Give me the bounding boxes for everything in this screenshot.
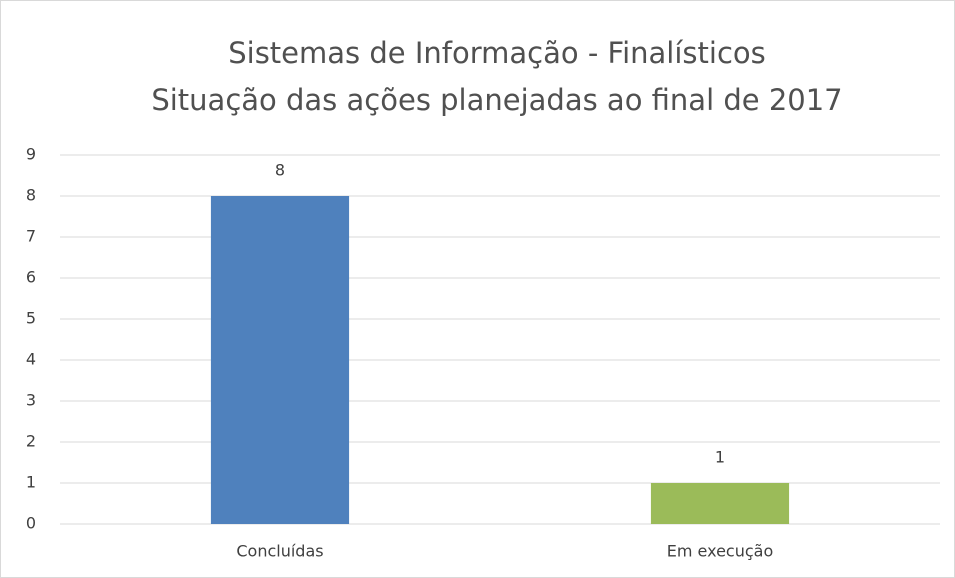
- y-tick-label: 7: [26, 227, 36, 246]
- y-tick-label: 2: [26, 432, 36, 451]
- y-tick-label: 9: [26, 145, 36, 164]
- x-tick-label: Em execução: [667, 542, 774, 561]
- y-tick-label: 0: [26, 514, 36, 533]
- bar: [650, 483, 790, 524]
- chart-subtitle: Situação das ações planejadas ao final d…: [151, 83, 842, 117]
- data-label: 1: [715, 448, 725, 467]
- bar: [210, 196, 350, 524]
- y-tick-label: 3: [26, 391, 36, 410]
- y-tick-label: 1: [26, 473, 36, 492]
- y-tick-label: 8: [26, 186, 36, 205]
- chart-title: Sistemas de Informação - Finalísticos: [228, 36, 766, 70]
- x-tick-label: Concluídas: [236, 542, 323, 561]
- data-label: 8: [275, 161, 285, 180]
- y-tick-label: 5: [26, 309, 36, 328]
- y-tick-label: 4: [26, 350, 36, 369]
- y-tick-label: 6: [26, 268, 36, 287]
